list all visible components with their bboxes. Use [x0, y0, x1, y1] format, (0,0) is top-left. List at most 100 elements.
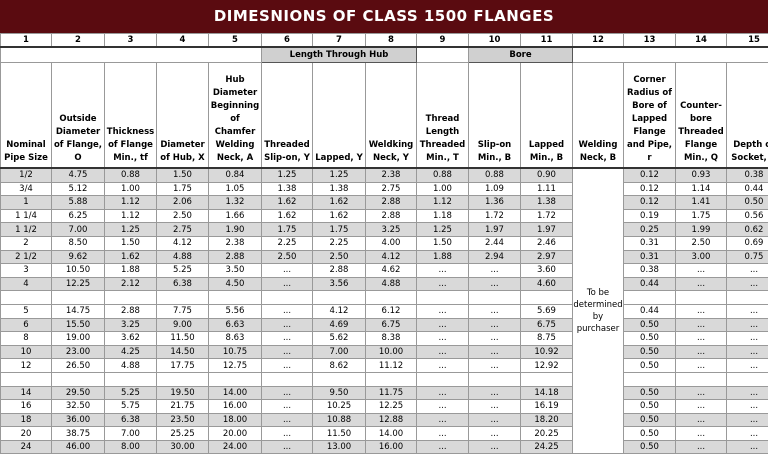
- table-cell: 29.50: [51, 385, 105, 401]
- table-cell: ...: [675, 317, 727, 333]
- table-cell: 7.00: [51, 222, 105, 237]
- table-cell: ...: [261, 303, 313, 319]
- table-cell: 8.62: [312, 358, 366, 373]
- column-header: Thread Length Threaded Min., T: [416, 62, 469, 169]
- table-cell: 8.50: [51, 235, 105, 251]
- table-cell: 0.93: [675, 167, 727, 183]
- table-cell: 1.75: [675, 208, 727, 224]
- column-header: Hub Diameter Beginning of Chamfer Weldin…: [208, 62, 262, 169]
- table-cell: ...: [261, 426, 313, 441]
- table-cell: 8.00: [104, 439, 157, 455]
- table-cell: 0.50: [623, 439, 676, 455]
- table-cell: 18: [0, 412, 52, 428]
- table-cell: 3/4: [0, 181, 52, 197]
- table-cell: ...: [261, 317, 313, 333]
- table-cell: 7.75: [156, 303, 209, 319]
- table-cell: 0.38: [726, 167, 768, 183]
- table-cell: ...: [416, 399, 469, 414]
- data-row: 24 46.00 8.00 30.00 24.00... 13.00 16.00......…: [0, 439, 768, 455]
- table-cell: 0.44: [623, 303, 676, 319]
- table-cell: ...: [468, 276, 521, 292]
- table-cell: 10.50: [51, 263, 105, 278]
- data-row: 2 8.50 1.50 4.12 2.38 2.25 2.25 4.00 1.50 2.44 2.4…: [0, 235, 768, 251]
- table-cell: 0.44: [726, 181, 768, 197]
- table-cell: 32.50: [51, 399, 105, 414]
- table-cell: ...: [726, 344, 768, 360]
- table-cell: 2.88: [208, 249, 262, 265]
- table-cell: 0.38: [623, 263, 676, 278]
- table-cell: 0.50: [623, 317, 676, 333]
- table-cell: ...: [726, 263, 768, 278]
- table-cell: 16.00: [365, 439, 417, 455]
- table-cell: 0.90: [520, 167, 573, 183]
- table-cell: 1.25: [416, 222, 469, 237]
- table-cell: 2.97: [520, 249, 573, 265]
- table-cell: 14.75: [51, 303, 105, 319]
- empty-cell: [0, 46, 262, 63]
- table-cell: 19.50: [156, 385, 209, 401]
- table-cell: 5: [0, 303, 52, 319]
- table-cell: 5.25: [104, 385, 157, 401]
- table-cell: 7.00: [104, 426, 157, 441]
- table-cell: 6: [0, 317, 52, 333]
- table-cell: 2.38: [208, 235, 262, 251]
- table-cell: 16.19: [520, 399, 573, 414]
- empty-cell: [104, 371, 157, 387]
- empty-cell: [208, 371, 262, 387]
- table-cell: ...: [416, 439, 469, 455]
- table-cell: 1.18: [416, 208, 469, 224]
- table-cell: 1.25: [104, 222, 157, 237]
- table-cell: 3.00: [675, 249, 727, 265]
- table-cell: 15.50: [51, 317, 105, 333]
- empty-cell: [261, 290, 313, 305]
- table-cell: 4.88: [104, 358, 157, 373]
- table-cell: 10: [0, 344, 52, 360]
- table-cell: 1.62: [312, 208, 366, 224]
- empty-cell: [365, 290, 417, 305]
- table-cell: 1.36: [468, 195, 521, 210]
- table-cell: 1.62: [104, 249, 157, 265]
- table-cell: ...: [416, 331, 469, 346]
- table-cell: 6.12: [365, 303, 417, 319]
- table-cell: 12.92: [520, 358, 573, 373]
- table-cell: 0.88: [416, 167, 469, 183]
- table-cell: ...: [675, 439, 727, 455]
- column-number: 5: [208, 33, 262, 48]
- table-cell: 0.88: [104, 167, 157, 183]
- table-cell: 1.72: [468, 208, 521, 224]
- table-cell: 1.00: [104, 181, 157, 197]
- table-cell: 0.31: [623, 249, 676, 265]
- table-cell: ...: [726, 276, 768, 292]
- column-header: Diameter of Hub, X: [156, 62, 209, 169]
- empty-cell: [0, 371, 52, 387]
- table-cell: 12.25: [51, 276, 105, 292]
- table-cell: 3.25: [365, 222, 417, 237]
- table-cell: 5.12: [51, 181, 105, 197]
- column-header: Thickness of Flange Min., tf: [104, 62, 157, 169]
- table-cell: 11.50: [156, 331, 209, 346]
- data-row: 1/2 4.75 0.88 1.50 0.84 1.25 1.25 2.38 0.88 0.88 0…: [0, 167, 768, 455]
- table-cell: 2.25: [312, 235, 366, 251]
- table-cell: 1.75: [156, 181, 209, 197]
- table-cell: 2.50: [156, 208, 209, 224]
- table-cell: 3.56: [312, 276, 366, 292]
- table-cell: 5.69: [520, 303, 573, 319]
- data-row: 10 23.00 4.25 14.50 10.75... 7.00 10.00...... 1…: [0, 344, 768, 360]
- column-number: 4: [156, 33, 209, 48]
- table-cell: ...: [416, 317, 469, 333]
- group-header: Length Through Hub: [261, 46, 417, 63]
- table-cell: ...: [726, 331, 768, 346]
- data-row: 1 1/2 7.00 1.25 2.75 1.90 1.75 1.75 3.25 1.25 1.9…: [0, 222, 768, 237]
- note: To be determined by purchaser: [572, 167, 624, 455]
- table-cell: ...: [261, 344, 313, 360]
- table-cell: 16.00: [208, 399, 262, 414]
- table-cell: 1.38: [520, 195, 573, 210]
- table-cell: ...: [416, 263, 469, 278]
- table-cell: 6.75: [365, 317, 417, 333]
- empty-cell: [312, 290, 366, 305]
- table-cell: 1.11: [520, 181, 573, 197]
- data-row: 3 10.50 1.88 5.25 3.50... 2.88 4.62...... 3.60 0…: [0, 263, 768, 278]
- data-row: 1 5.88 1.12 2.06 1.32 1.62 1.62 2.88 1.12 1.36 1.3…: [0, 195, 768, 210]
- column-header: Outside Diameter of Flange, O: [51, 62, 105, 169]
- data-row: 3/4 5.12 1.00 1.75 1.05 1.38 1.38 2.75 1.00 1.09 1…: [0, 181, 768, 197]
